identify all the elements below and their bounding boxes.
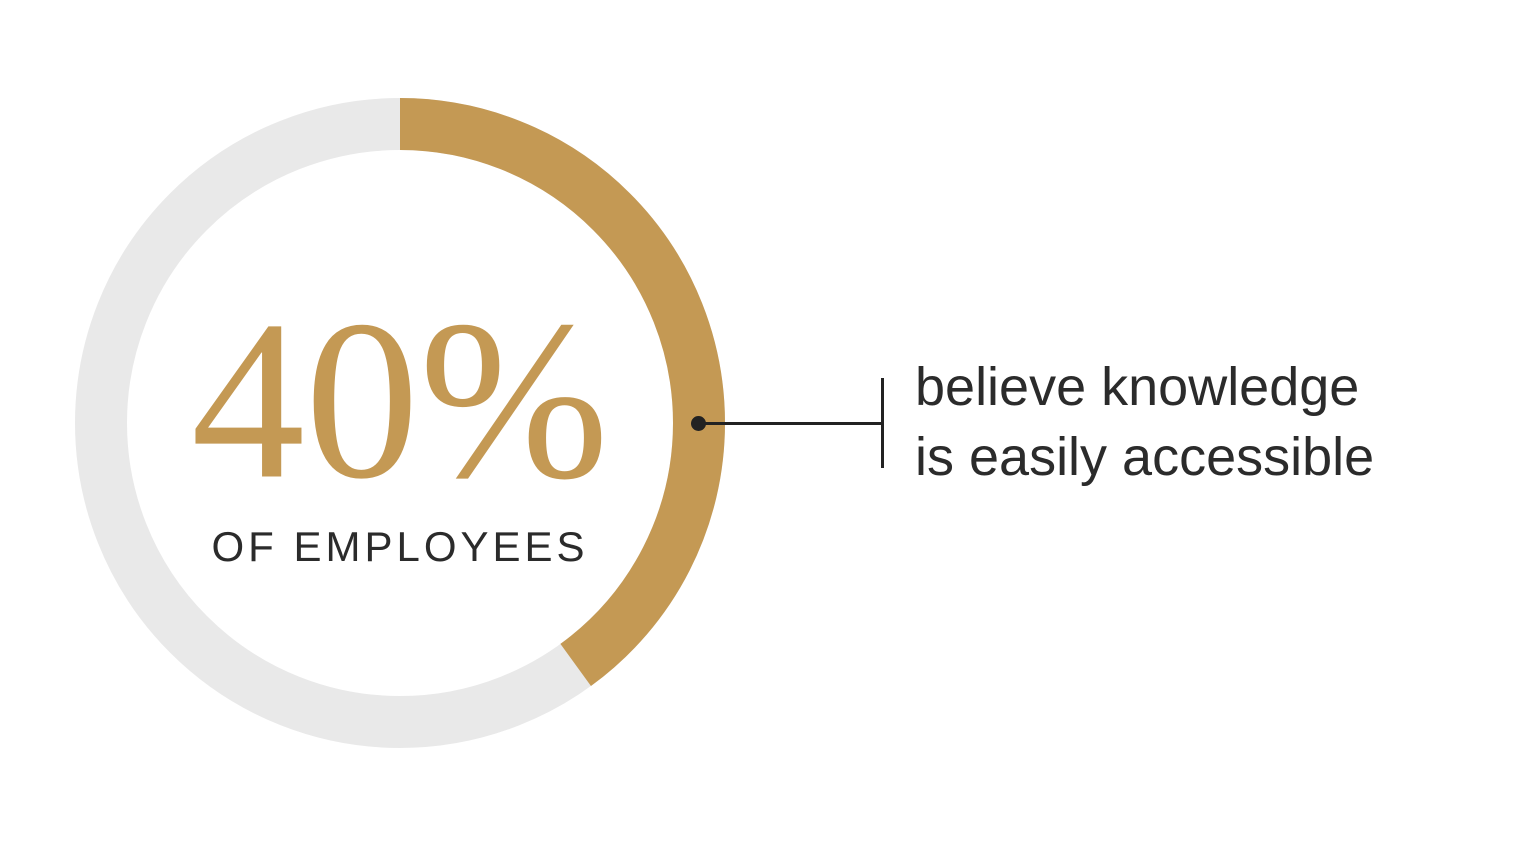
callout-text-line2: is easily accessible [915, 427, 1375, 487]
callout-text-line1: believe knowledge [915, 357, 1360, 417]
percent-value: 40% [191, 274, 609, 527]
callout-text: believe knowledge is easily accessible [915, 352, 1374, 492]
percent-caption: OF EMPLOYEES [211, 523, 589, 570]
donut-chart: 40% OF EMPLOYEES [75, 98, 725, 748]
callout-connector-line [698, 422, 884, 425]
callout-end-tick [881, 378, 884, 468]
